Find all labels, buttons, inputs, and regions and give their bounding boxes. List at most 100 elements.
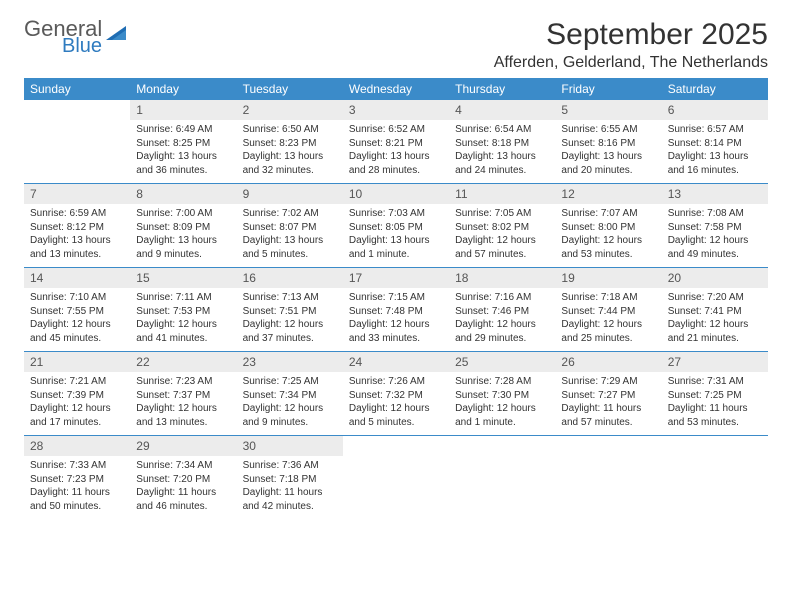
sunset-line: Sunset: 8:02 PM: [455, 221, 549, 235]
calendar-grid: SundayMondayTuesdayWednesdayThursdayFrid…: [24, 78, 768, 519]
calendar-cell: 12Sunrise: 7:07 AMSunset: 8:00 PMDayligh…: [555, 184, 661, 267]
calendar-cell: 18Sunrise: 7:16 AMSunset: 7:46 PMDayligh…: [449, 268, 555, 351]
calendar-cell: 9Sunrise: 7:02 AMSunset: 8:07 PMDaylight…: [237, 184, 343, 267]
sunrise-line: Sunrise: 6:55 AM: [561, 123, 655, 137]
day-content: Sunrise: 7:21 AMSunset: 7:39 PMDaylight:…: [24, 372, 130, 435]
day-content: Sunrise: 7:10 AMSunset: 7:55 PMDaylight:…: [24, 288, 130, 351]
sunset-line: Sunset: 7:20 PM: [136, 473, 230, 487]
sunset-line: Sunset: 7:58 PM: [668, 221, 762, 235]
title-block: September 2025 Afferden, Gelderland, The…: [494, 18, 768, 72]
calendar-cell: 7Sunrise: 6:59 AMSunset: 8:12 PMDaylight…: [24, 184, 130, 267]
day-number: 13: [662, 184, 768, 204]
daylight-line: Daylight: 13 hours and 5 minutes.: [243, 234, 337, 261]
day-content: Sunrise: 7:28 AMSunset: 7:30 PMDaylight:…: [449, 372, 555, 435]
calendar-cell: 10Sunrise: 7:03 AMSunset: 8:05 PMDayligh…: [343, 184, 449, 267]
sunset-line: Sunset: 7:55 PM: [30, 305, 124, 319]
sunrise-line: Sunrise: 7:11 AM: [136, 291, 230, 305]
day-number: 27: [662, 352, 768, 372]
sunset-line: Sunset: 8:14 PM: [668, 137, 762, 151]
day-content: Sunrise: 7:13 AMSunset: 7:51 PMDaylight:…: [237, 288, 343, 351]
day-content: Sunrise: 7:36 AMSunset: 7:18 PMDaylight:…: [237, 456, 343, 519]
sunset-line: Sunset: 8:23 PM: [243, 137, 337, 151]
sunrise-line: Sunrise: 7:28 AM: [455, 375, 549, 389]
sunset-line: Sunset: 8:25 PM: [136, 137, 230, 151]
day-content: Sunrise: 7:26 AMSunset: 7:32 PMDaylight:…: [343, 372, 449, 435]
day-number: 8: [130, 184, 236, 204]
day-content: Sunrise: 7:03 AMSunset: 8:05 PMDaylight:…: [343, 204, 449, 267]
day-content: Sunrise: 6:55 AMSunset: 8:16 PMDaylight:…: [555, 120, 661, 183]
daylight-line: Daylight: 12 hours and 33 minutes.: [349, 318, 443, 345]
sunrise-line: Sunrise: 7:00 AM: [136, 207, 230, 221]
day-number: 5: [555, 100, 661, 120]
calendar-cell: 20Sunrise: 7:20 AMSunset: 7:41 PMDayligh…: [662, 268, 768, 351]
sunrise-line: Sunrise: 6:57 AM: [668, 123, 762, 137]
calendar-cell: [449, 436, 555, 519]
day-number: 3: [343, 100, 449, 120]
day-header: Friday: [555, 78, 661, 100]
sunset-line: Sunset: 8:16 PM: [561, 137, 655, 151]
daylight-line: Daylight: 12 hours and 21 minutes.: [668, 318, 762, 345]
sunrise-line: Sunrise: 7:16 AM: [455, 291, 549, 305]
daylight-line: Daylight: 13 hours and 36 minutes.: [136, 150, 230, 177]
day-number: 18: [449, 268, 555, 288]
sunset-line: Sunset: 7:37 PM: [136, 389, 230, 403]
day-content: Sunrise: 7:02 AMSunset: 8:07 PMDaylight:…: [237, 204, 343, 267]
day-number: 16: [237, 268, 343, 288]
daylight-line: Daylight: 12 hours and 25 minutes.: [561, 318, 655, 345]
calendar-cell: [24, 100, 130, 183]
calendar-cell: 23Sunrise: 7:25 AMSunset: 7:34 PMDayligh…: [237, 352, 343, 435]
day-content: Sunrise: 7:16 AMSunset: 7:46 PMDaylight:…: [449, 288, 555, 351]
day-header: Wednesday: [343, 78, 449, 100]
calendar-cell: 4Sunrise: 6:54 AMSunset: 8:18 PMDaylight…: [449, 100, 555, 183]
calendar-cell: 29Sunrise: 7:34 AMSunset: 7:20 PMDayligh…: [130, 436, 236, 519]
calendar-cell: 15Sunrise: 7:11 AMSunset: 7:53 PMDayligh…: [130, 268, 236, 351]
sunrise-line: Sunrise: 7:23 AM: [136, 375, 230, 389]
location-text: Afferden, Gelderland, The Netherlands: [494, 54, 768, 72]
daylight-line: Daylight: 13 hours and 1 minute.: [349, 234, 443, 261]
day-number: 24: [343, 352, 449, 372]
sunset-line: Sunset: 7:46 PM: [455, 305, 549, 319]
day-content: Sunrise: 7:05 AMSunset: 8:02 PMDaylight:…: [449, 204, 555, 267]
day-content: Sunrise: 7:25 AMSunset: 7:34 PMDaylight:…: [237, 372, 343, 435]
sunrise-line: Sunrise: 7:33 AM: [30, 459, 124, 473]
sunset-line: Sunset: 8:18 PM: [455, 137, 549, 151]
calendar-cell: 13Sunrise: 7:08 AMSunset: 7:58 PMDayligh…: [662, 184, 768, 267]
daylight-line: Daylight: 13 hours and 24 minutes.: [455, 150, 549, 177]
calendar-cell: 5Sunrise: 6:55 AMSunset: 8:16 PMDaylight…: [555, 100, 661, 183]
calendar-cell: 27Sunrise: 7:31 AMSunset: 7:25 PMDayligh…: [662, 352, 768, 435]
calendar-cell: 24Sunrise: 7:26 AMSunset: 7:32 PMDayligh…: [343, 352, 449, 435]
calendar-cell: 21Sunrise: 7:21 AMSunset: 7:39 PMDayligh…: [24, 352, 130, 435]
logo-word-blue: Blue: [62, 36, 102, 56]
daylight-line: Daylight: 13 hours and 13 minutes.: [30, 234, 124, 261]
day-number: 1: [130, 100, 236, 120]
daylight-line: Daylight: 12 hours and 17 minutes.: [30, 402, 124, 429]
calendar-cell: 28Sunrise: 7:33 AMSunset: 7:23 PMDayligh…: [24, 436, 130, 519]
day-content: Sunrise: 7:00 AMSunset: 8:09 PMDaylight:…: [130, 204, 236, 267]
calendar-week-row: 7Sunrise: 6:59 AMSunset: 8:12 PMDaylight…: [24, 184, 768, 268]
sunset-line: Sunset: 7:51 PM: [243, 305, 337, 319]
daylight-line: Daylight: 12 hours and 5 minutes.: [349, 402, 443, 429]
header-row: General Blue September 2025 Afferden, Ge…: [24, 18, 768, 72]
sunset-line: Sunset: 7:23 PM: [30, 473, 124, 487]
daylight-line: Daylight: 11 hours and 50 minutes.: [30, 486, 124, 513]
sunrise-line: Sunrise: 7:13 AM: [243, 291, 337, 305]
sunrise-line: Sunrise: 7:08 AM: [668, 207, 762, 221]
daylight-line: Daylight: 12 hours and 45 minutes.: [30, 318, 124, 345]
day-content: Sunrise: 6:59 AMSunset: 8:12 PMDaylight:…: [24, 204, 130, 267]
day-content: Sunrise: 7:08 AMSunset: 7:58 PMDaylight:…: [662, 204, 768, 267]
logo-triangle-icon: [106, 24, 130, 47]
day-header: Monday: [130, 78, 236, 100]
sunrise-line: Sunrise: 7:34 AM: [136, 459, 230, 473]
calendar-cell: 11Sunrise: 7:05 AMSunset: 8:02 PMDayligh…: [449, 184, 555, 267]
daylight-line: Daylight: 13 hours and 20 minutes.: [561, 150, 655, 177]
calendar-cell: 14Sunrise: 7:10 AMSunset: 7:55 PMDayligh…: [24, 268, 130, 351]
calendar-cell: 30Sunrise: 7:36 AMSunset: 7:18 PMDayligh…: [237, 436, 343, 519]
calendar-cell: 22Sunrise: 7:23 AMSunset: 7:37 PMDayligh…: [130, 352, 236, 435]
day-number: 21: [24, 352, 130, 372]
day-header: Tuesday: [237, 78, 343, 100]
sunrise-line: Sunrise: 6:59 AM: [30, 207, 124, 221]
sunset-line: Sunset: 8:09 PM: [136, 221, 230, 235]
day-number: 20: [662, 268, 768, 288]
calendar-cell: 6Sunrise: 6:57 AMSunset: 8:14 PMDaylight…: [662, 100, 768, 183]
sunrise-line: Sunrise: 7:25 AM: [243, 375, 337, 389]
